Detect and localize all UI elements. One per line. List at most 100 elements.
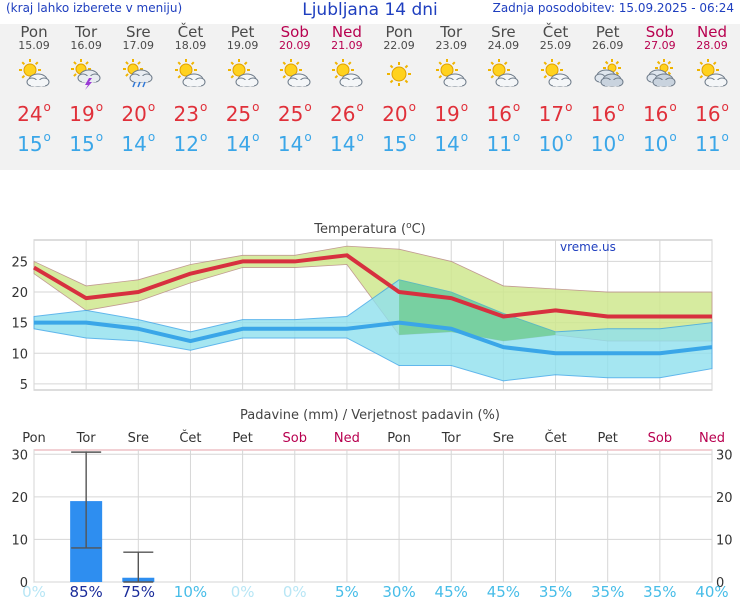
day-column: Sob 27.09 16o 10o [634, 24, 686, 156]
min-temperature-value: 10 [538, 132, 565, 156]
daily-forecast-band [0, 24, 740, 170]
thunderstorm-icon [71, 59, 101, 90]
min-temperature: 15o [373, 125, 425, 156]
precipitation-probability: 45% [435, 583, 468, 600]
location-menu-hint[interactable]: (kraj lahko izberete v meniju) [6, 1, 183, 15]
day-column: Čet 18.09 23o 12o [164, 24, 216, 156]
day-date: 23.09 [435, 39, 467, 52]
degree-symbol: o [669, 130, 677, 144]
degree-symbol: o [460, 100, 469, 114]
temperature-title-b: C) [412, 222, 426, 237]
day-name: Sob [280, 23, 309, 41]
degree-symbol: o [565, 130, 573, 144]
degree-symbol: o [408, 130, 416, 144]
precipitation-probability: 10% [174, 583, 207, 600]
sun-cloud-icon [227, 59, 259, 87]
precipitation-x-tick: Sob [283, 431, 307, 446]
precipitation-probability: 35% [591, 583, 624, 600]
max-temperature: 19o [60, 96, 112, 125]
min-temperature: 11o [477, 125, 529, 156]
max-temperature-value: 19 [69, 102, 95, 126]
day-name: Tor [440, 23, 463, 41]
precipitation-probability: 75% [122, 583, 155, 600]
min-temperature: 14o [269, 125, 321, 156]
day-name: Čet [542, 23, 569, 41]
degree-symbol: o [252, 130, 260, 144]
min-temperature: 14o [321, 125, 373, 156]
sun-icon [387, 62, 412, 86]
max-temperature-value: 16 [486, 102, 512, 126]
temperature-y-tick: 20 [11, 286, 28, 301]
max-temperature-value: 16 [590, 102, 617, 126]
sun-cloud-icon [488, 59, 519, 87]
precipitation-plot-area [33, 449, 713, 583]
cloud-icon [646, 59, 676, 87]
min-temperature-value: 12 [173, 132, 199, 156]
page-title: Ljubljana 14 dni [302, 0, 438, 20]
precipitation-axis: 0 0 10 10 20 20 30 30 Pon Tor Sre Čet Pet Sob Ned Pon To… [11, 430, 732, 600]
sun-cloud-icon [279, 59, 311, 87]
degree-symbol: o [565, 100, 573, 114]
min-temperature-value: 14 [434, 132, 460, 156]
precipitation-probability: 30% [382, 583, 415, 600]
sun-cloud-icon [697, 59, 728, 87]
degree-symbol: o [43, 130, 51, 144]
min-temperature: 10o [634, 125, 686, 156]
precipitation-x-tick: Sob [648, 431, 672, 446]
day-column: Pon 22.09 20o 15o [373, 24, 425, 156]
degree-symbol: o [147, 100, 156, 114]
degree-symbol: o [43, 100, 51, 114]
min-temperature-value: 14 [277, 132, 304, 156]
day-date: 22.09 [383, 39, 415, 52]
min-temperature-value: 14 [121, 132, 147, 156]
min-temperature-value: 15 [382, 132, 408, 156]
precipitation-error-bar [123, 551, 154, 583]
precipitation-probability: 0% [283, 583, 307, 600]
min-temperature: 15o [60, 125, 112, 156]
last-update-label: Zadnja posodobitev: 15.09.2025 - 06:24 [492, 1, 734, 15]
min-temperature-value: 10 [642, 132, 669, 156]
day-column: Sob 20.09 25o 14o [269, 24, 321, 156]
degree-symbol: o [356, 100, 364, 114]
min-temperature: 14o [425, 125, 477, 156]
precipitation-y-tick-right: 20 [716, 491, 733, 506]
max-temperature-line [32, 253, 712, 319]
max-temperature: 20o [373, 96, 425, 125]
precipitation-probability: 35% [539, 583, 572, 600]
max-temperature-value: 26 [330, 102, 356, 126]
precipitation-bars [70, 451, 155, 583]
sun-cloud-icon [436, 59, 467, 87]
day-date: 17.09 [122, 39, 155, 52]
temperature-axis: 5 10 15 20 25 [11, 255, 28, 392]
degree-symbol: o [95, 130, 104, 144]
day-column: Čet 25.09 17o 10o [530, 24, 582, 156]
day-name: Sre [126, 23, 151, 41]
max-temperature: 23o [164, 96, 216, 125]
cloud-icon [594, 59, 624, 87]
max-temperature: 20o [112, 96, 164, 125]
day-name: Sre [491, 23, 516, 41]
max-temperature: 16o [477, 96, 529, 125]
min-temperature: 15o [8, 125, 60, 156]
precipitation-y-tick-right: 10 [716, 533, 733, 548]
precipitation-x-tick: Čet [544, 430, 566, 446]
degree-symbol: o [617, 100, 625, 114]
max-temperature: 26o [321, 96, 373, 125]
max-temperature-value: 16 [695, 102, 721, 126]
sun-cloud-icon [19, 59, 50, 87]
temperature-lines [32, 253, 713, 356]
degree-symbol: o [721, 100, 729, 114]
degree-symbol: o [512, 130, 521, 144]
day-column: Ned 28.09 16o 11o [686, 24, 738, 156]
precipitation-probability: 45% [487, 583, 520, 600]
temperature-y-tick: 25 [11, 255, 28, 270]
precipitation-x-tick: Sre [493, 431, 514, 446]
day-date: 28.09 [696, 39, 728, 52]
degree-symbol: o [252, 100, 260, 114]
day-name: Pet [595, 23, 620, 41]
day-column: Pet 19.09 25o 14o [217, 24, 269, 156]
max-temperature-value: 16 [642, 102, 669, 126]
precipitation-probability: 35% [643, 583, 676, 600]
precipitation-grid [33, 449, 713, 583]
